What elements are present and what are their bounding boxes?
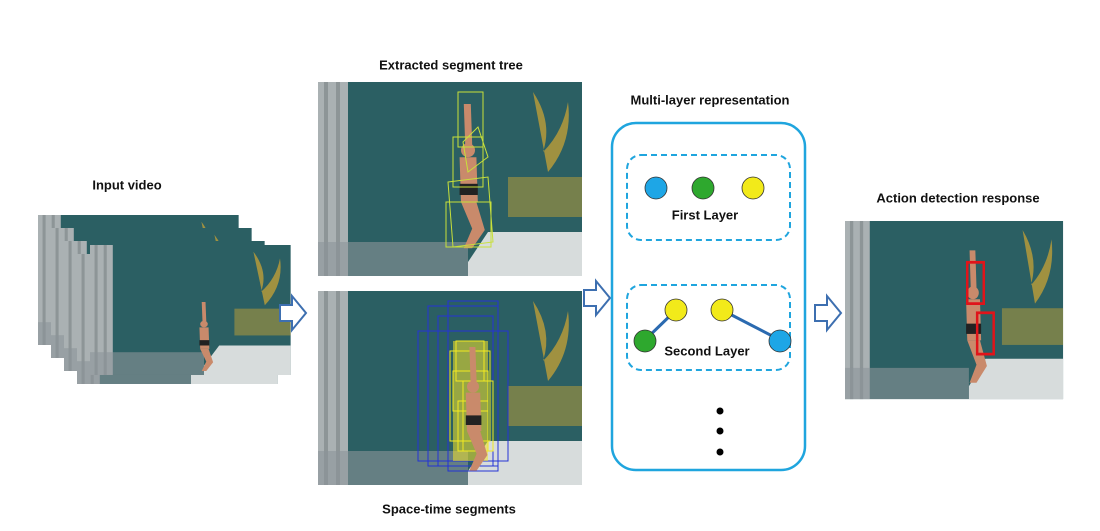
label: Input video [92, 177, 161, 192]
nodes [644, 176, 765, 200]
layer-box [626, 154, 791, 241]
layer-label: Second Layer [664, 343, 749, 358]
label: Action detection response [876, 190, 1039, 205]
label: Extracted segment tree [379, 57, 523, 72]
representation-box [610, 121, 807, 472]
nodes [633, 298, 792, 353]
arrow [583, 280, 611, 316]
video-frames [38, 215, 291, 384]
label: Multi-layer representation [631, 92, 790, 107]
arrow [814, 295, 842, 331]
layer-box [626, 284, 791, 371]
response-frame [845, 221, 1064, 400]
segment-tree-frame [318, 82, 582, 276]
space-time-frame [318, 291, 582, 485]
ellipsis [716, 407, 724, 456]
label: Space-time segments [382, 501, 516, 516]
layer-label: First Layer [672, 207, 738, 222]
